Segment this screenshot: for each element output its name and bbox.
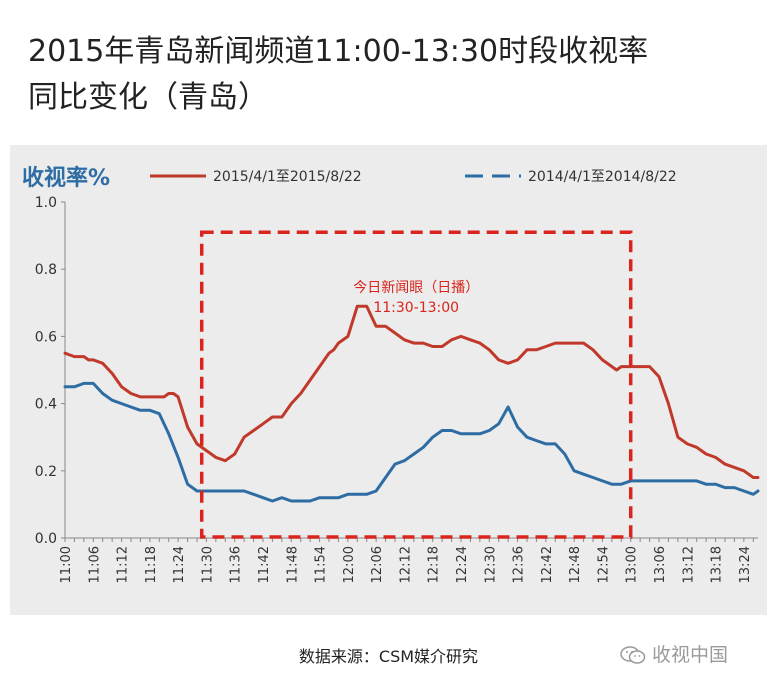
x-tick-label: 12:30 bbox=[483, 546, 498, 583]
y-tick-label: 0.0 bbox=[35, 531, 57, 547]
legend-label-2015: 2015/4/1至2015/8/22 bbox=[213, 169, 362, 185]
chart-title-line1: 2015年青岛新闻频道11:00-13:30时段收视率 bbox=[28, 34, 649, 69]
x-tick-label: 13:00 bbox=[625, 546, 640, 583]
y-tick-label: 0.2 bbox=[35, 464, 57, 480]
x-tick-label: 12:06 bbox=[370, 546, 385, 583]
x-tick-label: 11:06 bbox=[87, 546, 102, 583]
x-tick-label: 11:00 bbox=[59, 546, 74, 583]
y-tick-label: 0.6 bbox=[35, 329, 57, 345]
x-tick-label: 13:18 bbox=[710, 546, 725, 583]
x-tick-label: 12:48 bbox=[568, 546, 583, 583]
annotation-label-program: 今日新闻眼（日播） bbox=[353, 280, 479, 296]
chart-panel: 收视率% 2015/4/1至2015/8/22 2014/4/1至2014/8/22… bbox=[10, 145, 767, 615]
line-chart: 收视率% 2015/4/1至2015/8/22 2014/4/1至2014/8/22… bbox=[22, 165, 760, 583]
x-tick-label: 11:54 bbox=[314, 546, 329, 583]
x-tick-label: 11:42 bbox=[257, 546, 272, 583]
wechat-icon bbox=[620, 646, 646, 664]
chart-title-line2: 同比变化（青岛） bbox=[28, 80, 268, 115]
x-tick-label: 12:12 bbox=[398, 546, 413, 583]
x-tick-label: 12:24 bbox=[455, 546, 470, 583]
series-line-2015 bbox=[63, 304, 760, 479]
y-tick-label: 0.8 bbox=[35, 262, 57, 278]
data-source-note: 数据来源：CSM媒介研究 bbox=[298, 647, 479, 666]
x-tick-label: 11:30 bbox=[200, 546, 215, 583]
series-line-2014 bbox=[63, 381, 760, 503]
x-tick-label: 12:18 bbox=[427, 546, 442, 583]
watermark-text: 收视中国 bbox=[652, 644, 729, 666]
y-axis-title: 收视率% bbox=[22, 165, 110, 191]
x-tick-label: 13:06 bbox=[653, 546, 668, 583]
x-tick-label: 11:12 bbox=[116, 546, 131, 583]
x-tick-label: 12:00 bbox=[342, 546, 357, 583]
highlight-box bbox=[199, 230, 633, 539]
x-tick-label: 13:12 bbox=[681, 546, 696, 583]
annotation-label-time: 11:30-13:00 bbox=[373, 300, 459, 316]
x-tick-label: 11:24 bbox=[172, 546, 187, 583]
x-tick-label: 11:36 bbox=[229, 546, 244, 583]
y-tick-label: 0.4 bbox=[35, 397, 57, 413]
x-tick-label: 11:18 bbox=[144, 546, 159, 583]
x-tick-label: 12:42 bbox=[540, 546, 555, 583]
watermark: 收视中国 bbox=[620, 640, 728, 667]
y-tick-label: 1.0 bbox=[35, 195, 57, 211]
x-tick-label: 12:54 bbox=[596, 546, 611, 583]
legend-label-2014: 2014/4/1至2014/8/22 bbox=[528, 169, 677, 185]
x-tick-label: 13:24 bbox=[738, 546, 753, 583]
x-tick-label: 11:48 bbox=[285, 546, 300, 583]
x-tick-label: 12:36 bbox=[512, 546, 527, 583]
